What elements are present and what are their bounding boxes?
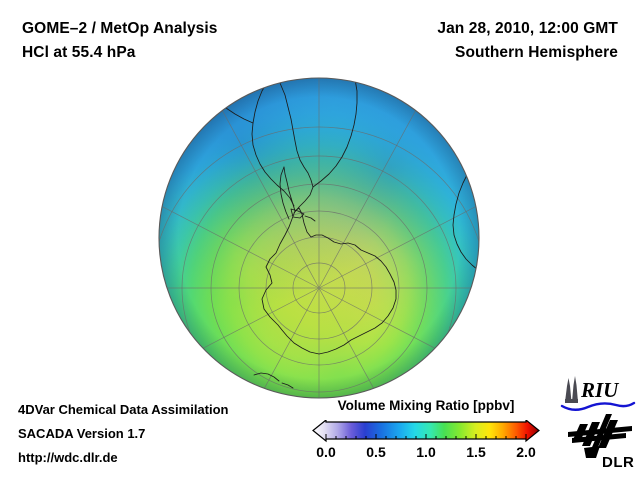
- riu-wave-icon: [560, 401, 636, 411]
- dlr-logo-svg: DLR: [568, 414, 634, 471]
- colorbar-tick-label: 2.0: [516, 444, 536, 460]
- colorbar-tick-label: 0.5: [366, 444, 386, 460]
- dlr-mark-icon: [568, 414, 632, 458]
- colorbar-title: Volume Mixing Ratio [ppbv]: [337, 398, 515, 413]
- graticule-meridians: [159, 78, 479, 398]
- credit-line-1: 4DVar Chemical Data Assimilation: [18, 402, 229, 417]
- colorbar: Volume Mixing Ratio [ppbv] 0.0 0.5 1.0 1.5 2…: [312, 398, 540, 468]
- credit-line-3: http://wdc.dlr.de: [18, 450, 118, 465]
- figure-timestamp: Jan 28, 2010, 12:00 GMT: [437, 20, 618, 37]
- globe-limb: [158, 77, 480, 399]
- colorbar-tick-label: 1.0: [416, 444, 436, 460]
- colorbar-gradient: [312, 420, 540, 443]
- riu-logo: RIU: [558, 372, 638, 412]
- colorbar-tick-label: 1.5: [466, 444, 486, 460]
- riu-logo-text: RIU: [580, 378, 620, 402]
- globe-map: [158, 77, 480, 399]
- dlr-logo: DLR: [566, 412, 638, 471]
- globe-svg: [158, 77, 480, 399]
- figure-region: Southern Hemisphere: [455, 44, 618, 61]
- dlr-logo-text: DLR: [602, 454, 634, 470]
- figure-title: GOME–2 / MetOp Analysis: [22, 20, 218, 37]
- cathedral-icon: [565, 376, 578, 403]
- figure-subtitle: HCl at 55.4 hPa: [22, 44, 136, 61]
- colorbar-tick-label: 0.0: [316, 444, 336, 460]
- riu-logo-svg: RIU: [560, 376, 636, 411]
- credit-line-2: SACADA Version 1.7: [18, 426, 146, 441]
